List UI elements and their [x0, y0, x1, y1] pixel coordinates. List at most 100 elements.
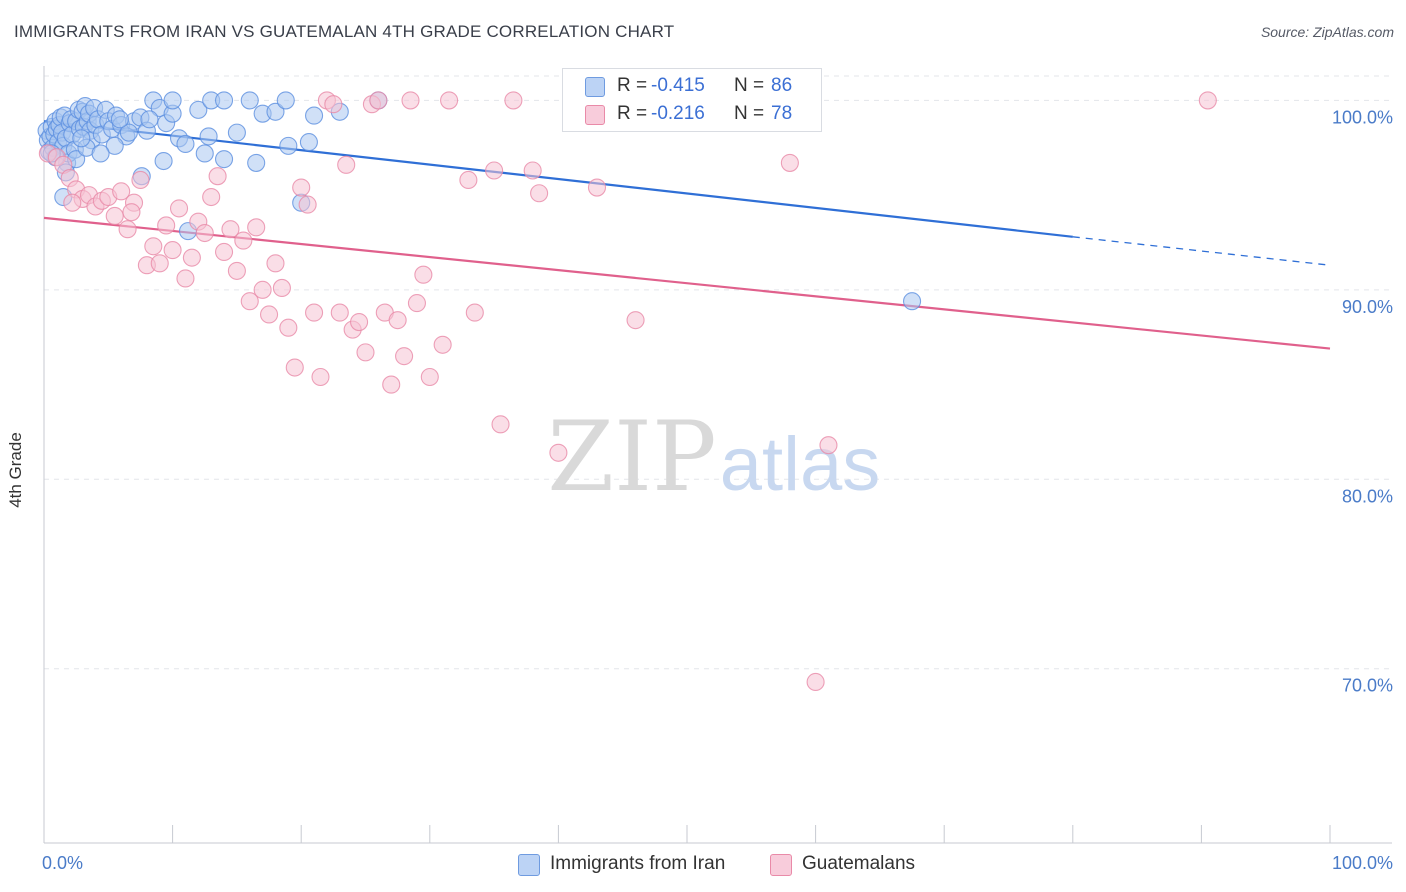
point-iran — [266, 102, 285, 121]
point-guatemalans — [292, 178, 311, 197]
watermark: ZIP atlas — [547, 401, 880, 513]
point-guatemalans — [221, 220, 240, 239]
point-guatemalans — [420, 367, 439, 387]
point-guatemalans — [414, 265, 433, 284]
point-guatemalans — [298, 195, 317, 214]
legend-r-value: -0.415 — [651, 75, 705, 96]
grid-lines — [44, 75, 1392, 670]
series-swatch-iran — [518, 854, 540, 876]
point-iran — [305, 106, 324, 125]
point-iran — [119, 123, 138, 142]
point-guatemalans — [530, 184, 549, 203]
point-guatemalans — [337, 155, 356, 174]
point-guatemalans — [626, 311, 645, 330]
point-iran — [72, 129, 91, 148]
point-guatemalans — [247, 218, 266, 237]
point-iran — [163, 91, 182, 110]
watermark-zip: ZIP — [547, 401, 716, 513]
point-guatemalans — [157, 216, 176, 235]
point-iran — [902, 292, 922, 311]
point-iran — [279, 136, 298, 155]
point-guatemalans — [150, 254, 169, 273]
point-guatemalans — [407, 294, 426, 313]
point-guatemalans — [459, 170, 478, 190]
point-guatemalans — [63, 193, 82, 212]
y-tick-label: 70.0% — [1342, 676, 1393, 696]
point-guatemalans — [214, 242, 234, 262]
y-tick-labels: 100.0% 90.0% 80.0% 70.0% — [1332, 107, 1393, 695]
legend-n-label: N = — [734, 103, 765, 124]
point-guatemalans — [395, 347, 414, 366]
point-guatemalans — [122, 203, 141, 222]
point-guatemalans — [279, 318, 298, 337]
point-iran — [91, 144, 110, 163]
trend-line-iran-extension — [1072, 236, 1331, 266]
point-guatemalans — [491, 415, 510, 434]
point-iran — [110, 110, 129, 129]
point-guatemalans — [311, 367, 330, 387]
point-guatemalans — [202, 187, 221, 207]
source-credit: Source: ZipAtlas.com — [1260, 24, 1394, 40]
point-guatemalans — [305, 303, 324, 322]
point-guatemalans — [523, 161, 542, 180]
point-guatemalans — [176, 269, 195, 288]
y-tick-label: 80.0% — [1342, 486, 1393, 506]
legend-n-value: 86 — [771, 75, 793, 96]
point-guatemalans — [208, 167, 227, 186]
point-guatemalans — [195, 223, 214, 243]
x-tick-label: 0.0% — [42, 853, 83, 873]
point-iran — [189, 100, 208, 119]
point-guatemalans — [350, 313, 369, 332]
point-guatemalans — [131, 170, 150, 190]
point-guatemalans — [105, 206, 124, 226]
point-iran — [299, 133, 318, 152]
point-guatemalans — [504, 91, 523, 110]
point-iran — [199, 127, 218, 146]
series-swatch-guatemalans — [770, 854, 792, 876]
legend-row-guatemalans: R = -0.216 N = 78 — [563, 100, 821, 128]
point-guatemalans — [227, 261, 246, 280]
point-iran — [227, 123, 246, 142]
point-iran — [140, 110, 159, 129]
point-guatemalans — [401, 91, 420, 110]
watermark-atlas: atlas — [720, 422, 881, 507]
point-guatemalans — [253, 280, 272, 299]
point-guatemalans — [182, 248, 201, 267]
stats-legend: R = -0.415 N = 86 R = -0.216 N = 78 — [562, 68, 822, 132]
point-guatemalans — [382, 375, 401, 394]
point-guatemalans — [169, 199, 189, 218]
point-guatemalans — [780, 153, 799, 172]
point-guatemalans — [433, 335, 452, 354]
point-guatemalans — [259, 305, 279, 324]
series-label-iran: Immigrants from Iran — [550, 853, 726, 874]
legend-r-value: -0.216 — [651, 103, 705, 124]
point-guatemalans — [369, 91, 388, 110]
trend-line-guatemalans — [43, 216, 1331, 350]
point-iran — [176, 134, 195, 154]
point-guatemalans — [240, 292, 259, 311]
legend-row-iran: R = -0.415 N = 86 — [563, 72, 821, 100]
legend-r-label: R = — [617, 103, 648, 124]
point-guatemalans — [272, 278, 291, 298]
point-iran — [154, 151, 173, 171]
legend-r-label: R = — [617, 75, 648, 96]
point-guatemalans — [144, 237, 163, 256]
legend-n-label: N = — [734, 75, 765, 96]
point-iran — [195, 144, 214, 163]
point-guatemalans — [465, 303, 484, 322]
point-guatemalans — [112, 182, 131, 201]
point-iran — [240, 91, 259, 110]
data-points — [37, 91, 1217, 692]
y-tick-label: 90.0% — [1342, 297, 1393, 317]
point-iran — [276, 91, 295, 110]
point-guatemalans — [356, 343, 375, 362]
point-guatemalans — [485, 161, 504, 180]
axes — [43, 66, 1392, 844]
point-guatemalans — [388, 311, 407, 330]
point-iran — [214, 150, 234, 169]
point-iran — [247, 153, 266, 172]
point-guatemalans — [330, 303, 349, 322]
legend-swatch-iran — [585, 77, 605, 97]
series-label-guatemalans: Guatemalans — [802, 853, 916, 874]
